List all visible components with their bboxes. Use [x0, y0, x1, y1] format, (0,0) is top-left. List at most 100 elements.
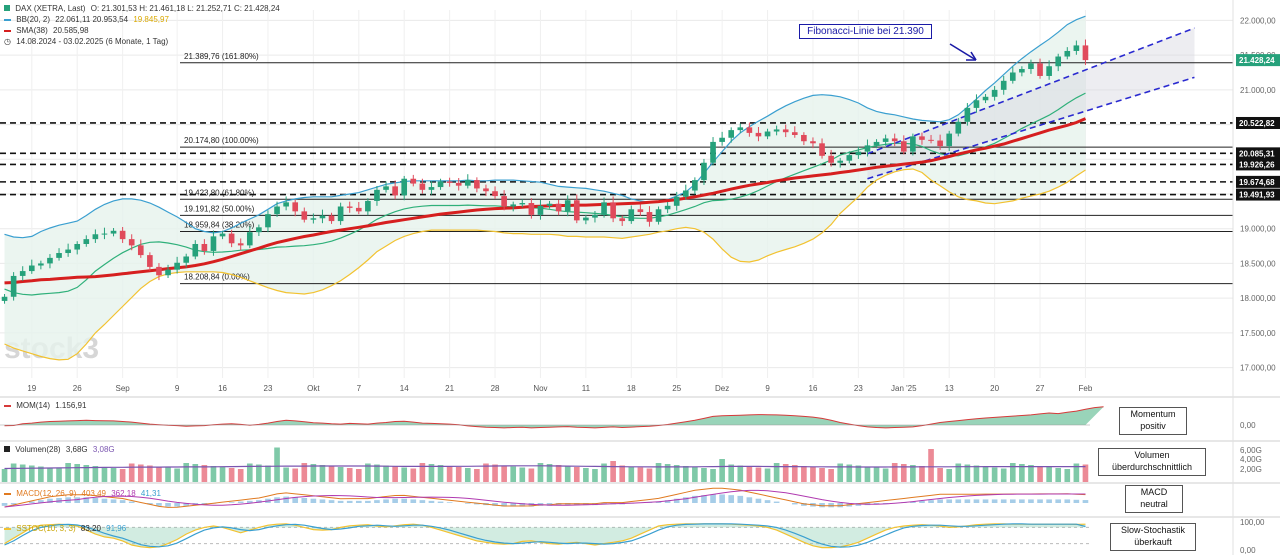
macd-hist-bar [237, 501, 244, 503]
candle-body [65, 249, 71, 254]
macd-hist-bar [764, 500, 771, 503]
x-axis-label: Jan '25 [891, 384, 917, 393]
volume-bar [119, 469, 126, 482]
volume-bar [374, 464, 380, 482]
candle [619, 215, 626, 226]
callout-arrow [949, 43, 977, 61]
macd-hist-bar [682, 497, 689, 503]
macd-hist-bar [501, 503, 507, 507]
candle [592, 211, 598, 223]
macd-hist-bar [147, 503, 153, 505]
candle-body [628, 209, 635, 222]
candle [782, 124, 789, 138]
candle [110, 228, 117, 237]
macd-hist-bar [746, 497, 753, 503]
macd-hist-bar [119, 500, 126, 503]
candle [256, 224, 262, 237]
candle [964, 103, 971, 126]
macd-hist-bar [337, 500, 344, 503]
macd-hist-bar [510, 503, 517, 507]
candle-body [492, 191, 498, 197]
volume-bar [955, 463, 962, 482]
volume-bar [328, 466, 335, 482]
candle [65, 243, 71, 257]
macd-hist-bar [1046, 499, 1052, 503]
candle [346, 201, 353, 213]
candle [673, 191, 680, 211]
macd-hist-bar [919, 500, 925, 503]
volume-bar [210, 466, 217, 482]
volume-bar [274, 447, 280, 482]
macd-hist-bar [1064, 499, 1071, 503]
candle-body [256, 227, 262, 233]
volume-ma-line [4, 465, 1086, 470]
sma-label: SMA(38) [16, 26, 48, 35]
candle-body [274, 206, 280, 215]
macd-hist-bar [174, 503, 180, 507]
fib-level-label: 18.208,84 (0.00%) [184, 273, 250, 282]
candle [1028, 59, 1034, 74]
volume-bar [383, 465, 389, 482]
candle-body [156, 266, 162, 276]
volume-bar [1009, 463, 1016, 482]
candle [474, 177, 480, 193]
candle-body [1046, 66, 1052, 76]
x-axis-label: 9 [175, 384, 180, 393]
candle [982, 94, 989, 104]
candle-body [873, 141, 880, 146]
volume-bar [92, 466, 99, 482]
macd-hist-bar [801, 503, 807, 506]
legend-instrument: DAX (XETRA, Last) O: 21.301,53 H: 21.461… [4, 4, 283, 13]
mom-legend: MOM(14) 1.156,91 [4, 401, 89, 410]
candle-body [782, 129, 789, 133]
fib-level-label: 20.174,80 (100.00%) [184, 136, 259, 145]
volume-bar [510, 466, 517, 482]
volume-bar [537, 463, 544, 482]
volume-bar [1064, 469, 1071, 482]
candle [455, 178, 462, 191]
candle-body [147, 255, 153, 267]
macd-hist-bar [982, 499, 989, 503]
volume-bar [528, 468, 535, 482]
macd-hist-bar [673, 498, 680, 503]
macd-hist-bar [365, 500, 371, 503]
clock-icon: ◷ [4, 37, 11, 46]
candle [564, 195, 571, 217]
candle-body [246, 232, 253, 246]
candle-body [392, 186, 398, 196]
volume-bar [455, 467, 462, 482]
fib-level-label: 19.191,82 (50.00%) [184, 204, 255, 213]
candle [910, 133, 916, 156]
candle-body [564, 200, 571, 212]
macd-hist-bar [83, 497, 90, 503]
candle [419, 178, 426, 194]
volume-bar [165, 467, 171, 482]
volume-bar [237, 469, 244, 482]
volume-bar [882, 468, 889, 482]
volume-bar [219, 467, 226, 482]
volume-bar [564, 466, 571, 482]
macd-hist-bar [837, 503, 844, 508]
price-badge-label: 19.926,26 [1239, 160, 1275, 169]
x-axis-label: Dez [715, 384, 729, 393]
macd-hist-bar [165, 503, 171, 507]
candle [319, 209, 326, 224]
candle-body [56, 253, 62, 258]
candle-body [764, 131, 771, 137]
volume-bar [764, 468, 771, 482]
volume-bar [1055, 468, 1062, 482]
candle [501, 190, 507, 211]
candle-body [446, 181, 453, 183]
candle-body [128, 239, 135, 246]
macd-hist-bar [737, 495, 744, 503]
candle [882, 134, 889, 146]
candle-body [637, 209, 644, 213]
candle-body [537, 205, 544, 215]
candle-body [1, 296, 8, 301]
candle-body [555, 203, 562, 212]
candle [1, 293, 8, 304]
volume-bar [801, 466, 807, 482]
candle-body [737, 127, 744, 131]
macd-callout-line2: neutral [1140, 499, 1168, 509]
